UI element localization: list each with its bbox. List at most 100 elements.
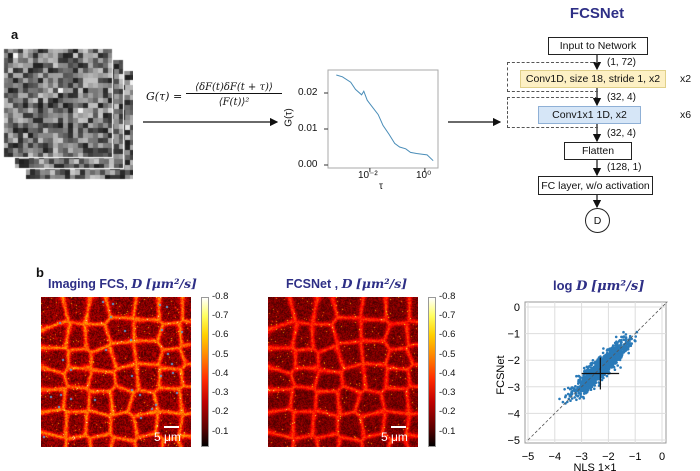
scalebar bbox=[164, 426, 179, 428]
y-tick-label: −4 bbox=[507, 408, 520, 420]
scatter-point bbox=[585, 365, 589, 369]
colorbar-tick: -0.4 bbox=[212, 367, 229, 379]
scatter-point bbox=[586, 384, 589, 387]
scatter-point bbox=[597, 377, 601, 380]
scatter-point bbox=[561, 400, 565, 404]
scatter-point bbox=[595, 377, 598, 381]
scatter-point bbox=[564, 395, 567, 399]
y-tick-label: −1 bbox=[507, 329, 520, 341]
image-stack bbox=[3, 48, 133, 188]
scatter-point bbox=[625, 348, 628, 352]
x-axis-label: τ bbox=[379, 181, 383, 192]
scatter-point bbox=[633, 339, 636, 342]
skip-connection-2 bbox=[507, 97, 598, 128]
map1-title: Imaging FCS, D [μm²/s] bbox=[48, 276, 197, 291]
title-unit: [μm²/s] bbox=[355, 276, 408, 291]
scatter-point bbox=[606, 366, 610, 369]
scatter-point bbox=[621, 347, 624, 350]
scatter-point bbox=[604, 368, 608, 372]
scatter-point bbox=[622, 330, 625, 334]
colorbar-tick: -0.5 bbox=[439, 348, 456, 360]
shape-label: (1, 72) bbox=[607, 57, 636, 68]
fc-block: FC layer, w/o activation bbox=[538, 176, 653, 195]
title-text: log bbox=[553, 278, 577, 293]
title-var: D bbox=[341, 276, 353, 291]
scatter-point bbox=[604, 357, 607, 360]
colorbar bbox=[201, 297, 209, 447]
scatter-point bbox=[579, 395, 583, 398]
scatter-point bbox=[606, 356, 610, 359]
xtick: 10⁰ bbox=[416, 170, 432, 181]
scatter-point bbox=[612, 354, 616, 357]
scatter-point bbox=[616, 364, 619, 367]
scatter-point bbox=[621, 351, 624, 355]
panel-b-label: b bbox=[36, 265, 44, 280]
y-axis-label: FCSNet bbox=[495, 355, 507, 394]
scatter-point bbox=[607, 368, 611, 371]
scatter-point bbox=[628, 340, 631, 343]
scatter-point bbox=[569, 387, 573, 390]
scatter-point bbox=[575, 374, 578, 378]
scatter-point bbox=[618, 357, 622, 360]
scatter-point bbox=[602, 355, 605, 359]
scatter-point bbox=[582, 376, 586, 380]
scatter-point bbox=[590, 366, 594, 370]
scatter-point bbox=[620, 338, 623, 342]
y-axis-label: G(τ) bbox=[283, 108, 295, 127]
scatter-point bbox=[576, 386, 579, 390]
scatter-point bbox=[591, 359, 595, 362]
x-tick-label: −1 bbox=[629, 451, 642, 463]
scatter-point bbox=[583, 383, 587, 386]
scatter-point bbox=[614, 360, 617, 364]
x-tick-label: −4 bbox=[549, 451, 562, 463]
scatter-point bbox=[600, 369, 604, 373]
scatter-point bbox=[619, 348, 622, 351]
scatter-point bbox=[602, 347, 605, 350]
scatter-point bbox=[568, 393, 571, 397]
scatter-point bbox=[582, 366, 586, 370]
scatter-point bbox=[576, 394, 579, 398]
scatter-point bbox=[614, 346, 617, 350]
repeat-label: x2 bbox=[680, 73, 692, 85]
scatter-plot: −5 −4 −3 −2 −1 0 0 −1 −2 −3 −4 −5 NLS 1×1 FCSNet bbox=[495, 301, 668, 471]
scatter-point bbox=[634, 335, 637, 338]
scatter-point bbox=[589, 378, 592, 382]
scatter-point bbox=[617, 344, 620, 348]
scatter-point bbox=[582, 397, 586, 400]
map2-title: FCSNet , D [μm²/s] bbox=[286, 276, 407, 291]
scatter-point bbox=[586, 386, 589, 390]
scatter-point bbox=[578, 397, 581, 400]
colorbar-tick: -0.2 bbox=[212, 406, 229, 418]
scatter-point bbox=[577, 382, 580, 385]
imaging-fcs-map bbox=[41, 297, 191, 447]
scatter-point bbox=[582, 392, 586, 395]
ytick: 0.01 bbox=[298, 123, 318, 134]
scatter-point bbox=[593, 387, 596, 391]
conv1x1-block: Conv1x1 1D, x2 bbox=[538, 106, 641, 124]
colorbar-tick: -0.5 bbox=[212, 348, 229, 360]
scatter-point bbox=[628, 334, 632, 338]
scatter-point bbox=[614, 335, 618, 339]
scatter-point bbox=[586, 369, 590, 373]
scatter-point bbox=[614, 344, 617, 347]
y-tick-label: 0 bbox=[514, 302, 520, 314]
scatter-point bbox=[564, 402, 567, 405]
x-tick-label: 0 bbox=[659, 451, 665, 463]
scatter-point bbox=[617, 339, 621, 343]
scalebar bbox=[391, 426, 406, 428]
scatter-point bbox=[612, 357, 616, 360]
scatter-point bbox=[617, 346, 621, 350]
title-var: D bbox=[576, 279, 588, 294]
arrows bbox=[143, 55, 602, 209]
network-title: FCSNet bbox=[569, 5, 625, 22]
x-tick-label: −3 bbox=[575, 451, 588, 463]
colorbar-tick: -0.8 bbox=[212, 291, 229, 302]
scatter-point bbox=[610, 352, 614, 355]
scatter-point bbox=[624, 333, 628, 336]
scatter-point bbox=[592, 380, 596, 383]
correlation-plot bbox=[324, 69, 439, 172]
colorbar-tick: -0.1 bbox=[212, 425, 229, 437]
scatter-point bbox=[622, 338, 626, 342]
x-axis-label: NLS 1×1 bbox=[573, 462, 616, 471]
scatter-point bbox=[630, 337, 633, 341]
